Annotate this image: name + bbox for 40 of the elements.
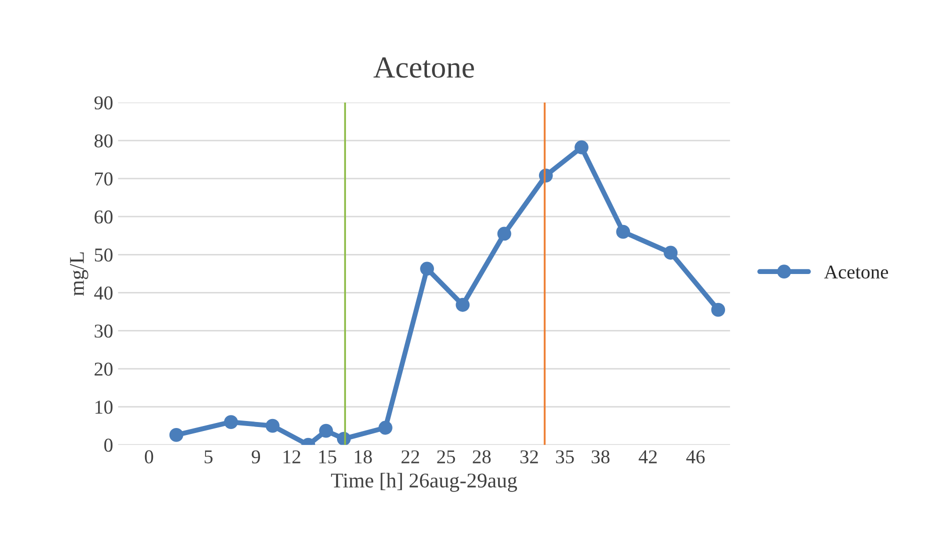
x-axis-title: Time [h] 26aug-29aug [331,472,518,492]
y-tick-label: 50 [94,248,113,262]
y-tick-label: 40 [94,286,113,300]
y-tick-label: 20 [94,362,113,376]
x-tick-label: 15 [319,450,336,464]
point [574,140,588,154]
x-tick-label: 35 [556,450,574,464]
point [616,224,630,239]
x-tick-label: 5 [204,450,213,464]
point [420,262,434,276]
point [224,415,238,429]
point [378,420,392,435]
x-tick-label: 12 [284,450,300,464]
y-tick-label: 60 [94,210,113,224]
point [456,298,470,312]
x-tick-label: 22 [402,450,420,464]
y-tick-label: 0 [104,438,113,452]
y-tick-label: 80 [94,134,113,148]
y-tick-label: 70 [95,172,113,186]
point [319,424,333,438]
x-tick-label: 38 [592,450,610,464]
x-tick-label: 42 [638,450,657,464]
point [711,302,726,317]
point [497,226,512,241]
y-tick-label: 30 [94,324,113,338]
y-tick-label: 10 [96,400,113,414]
x-tick-label: 18 [354,450,372,464]
x-tick-label: 25 [437,450,456,464]
x-tick-label: 46 [686,450,705,464]
x-tick-label: 0 [144,450,154,464]
x-tick-label: 28 [472,450,491,464]
y-tick-label: 90 [94,96,113,110]
y-axis-title: mg/L [70,252,88,296]
point [664,246,678,260]
x-tick-label: 32 [520,450,538,464]
point [169,428,184,442]
x-tick-label: 9 [252,450,260,464]
point [266,418,280,433]
legend-label: Acetone [824,266,888,279]
chart-title: Acetone [373,57,474,78]
